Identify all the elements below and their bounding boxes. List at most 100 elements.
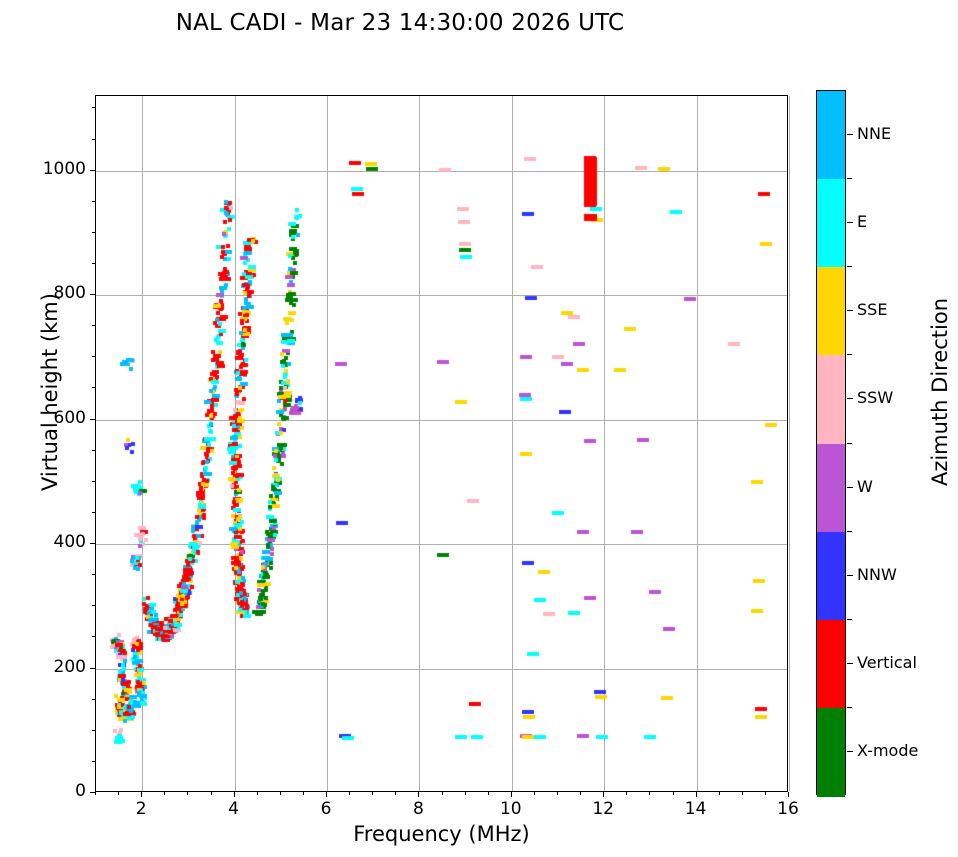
y-tick <box>90 543 95 545</box>
x-tick <box>95 792 96 795</box>
x-tick <box>718 792 720 795</box>
colorbar-label-sse: SSE <box>857 300 888 320</box>
y-tick <box>90 418 95 420</box>
x-tick-label-10: 10 <box>499 799 522 819</box>
colorbar-tick <box>847 310 853 312</box>
colorbar-label-x-mode: X-mode <box>857 740 919 760</box>
x-tick <box>464 792 466 795</box>
y-tick-label-0: 0 <box>75 781 86 801</box>
y-tick-label-400: 400 <box>53 532 86 553</box>
x-tick <box>118 792 120 795</box>
x-tick <box>164 792 166 795</box>
x-tick <box>279 792 281 795</box>
x-tick <box>349 792 351 795</box>
y-tick-label-200: 200 <box>53 656 86 677</box>
colorbar <box>816 90 846 797</box>
x-tick <box>187 792 189 795</box>
grid-line-vertical <box>789 96 790 791</box>
x-tick <box>326 792 327 797</box>
y-tick-label-1000: 1000 <box>42 158 86 179</box>
y-tick <box>92 636 95 638</box>
x-tick <box>695 792 697 797</box>
y-tick <box>92 698 95 700</box>
y-tick <box>92 449 95 451</box>
x-tick <box>533 792 535 795</box>
colorbar-tick <box>847 134 853 136</box>
x-tick <box>487 792 489 795</box>
y-tick <box>92 760 95 762</box>
x-tick <box>441 792 443 795</box>
y-tick <box>92 480 95 482</box>
x-tick <box>256 792 258 795</box>
y-tick <box>92 387 95 389</box>
y-tick-label-600: 600 <box>53 407 86 428</box>
colorbar-segment-ssw <box>817 355 845 445</box>
x-tick <box>418 792 420 797</box>
colorbar-boundary-tick <box>847 178 852 180</box>
y-axis-title: Virtual height (km) <box>38 293 62 491</box>
y-tick-label-800: 800 <box>53 283 86 304</box>
x-tick <box>672 792 674 795</box>
colorbar-label-w: W <box>857 476 873 496</box>
x-axis-title: Frequency (MHz) <box>353 822 530 846</box>
colorbar-label-nnw: NNW <box>857 564 897 584</box>
x-tick <box>372 792 374 795</box>
y-tick <box>90 792 95 793</box>
x-tick-label-4: 4 <box>228 799 239 819</box>
colorbar-boundary-tick <box>847 618 852 620</box>
y-tick <box>92 263 95 265</box>
colorbar-boundary-tick <box>847 530 852 532</box>
x-tick-label-16: 16 <box>777 799 799 819</box>
colorbar-label-vertical: Vertical <box>857 652 917 672</box>
colorbar-boundary-tick <box>847 706 852 708</box>
colorbar-segment-x-mode <box>817 707 845 797</box>
y-axis-ticks: 0 200 400 600 800 1000 <box>0 0 95 857</box>
colorbar-segment-nne <box>817 91 845 180</box>
x-tick-label-12: 12 <box>592 799 614 819</box>
colorbar-label-nne: NNE <box>857 124 892 144</box>
colorbar-label-e: E <box>857 212 868 232</box>
y-tick <box>92 605 95 607</box>
y-tick <box>90 294 95 296</box>
colorbar-boundary-tick <box>847 266 852 268</box>
colorbar-tick <box>847 574 853 576</box>
colorbar-boundary-tick <box>847 354 852 356</box>
y-tick <box>90 667 95 669</box>
colorbar-tick <box>847 222 853 224</box>
y-tick <box>92 107 95 109</box>
colorbar-boundary-tick <box>847 442 852 444</box>
y-tick <box>92 574 95 576</box>
y-tick <box>92 325 95 327</box>
colorbar-tick <box>847 486 853 488</box>
y-tick <box>92 729 95 731</box>
x-tick <box>395 792 397 795</box>
colorbar-segment-nnw <box>817 531 845 621</box>
y-tick <box>92 356 95 358</box>
x-tick-label-6: 6 <box>320 799 332 819</box>
x-tick <box>741 792 743 795</box>
x-tick <box>557 792 558 795</box>
x-tick <box>603 792 605 797</box>
echo-scatter-canvas <box>96 96 787 791</box>
y-tick <box>92 511 95 513</box>
figure-title: NAL CADI - Mar 23 14:30:00 2026 UTC <box>175 10 625 36</box>
colorbar-tick <box>847 750 853 752</box>
x-tick <box>210 792 212 795</box>
x-tick <box>510 792 512 797</box>
colorbar-segment-e <box>817 179 845 268</box>
x-tick <box>580 792 582 795</box>
colorbar-segment-sse <box>817 267 845 356</box>
y-tick <box>92 138 95 140</box>
x-tick <box>302 792 304 795</box>
colorbar-label-ssw: SSW <box>857 388 894 408</box>
x-tick <box>626 792 628 795</box>
x-tick <box>233 792 235 797</box>
colorbar-segment-w <box>817 443 845 533</box>
x-tick-label-8: 8 <box>412 799 424 819</box>
echo-canvas-wrapper <box>96 96 787 791</box>
x-tick <box>764 792 766 795</box>
y-tick <box>92 200 95 202</box>
x-tick <box>649 792 651 795</box>
y-tick <box>92 231 95 233</box>
